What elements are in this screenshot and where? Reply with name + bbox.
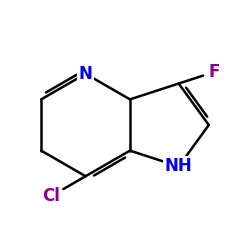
Text: Cl: Cl [42,187,60,205]
Text: N: N [79,65,92,83]
Text: NH: NH [165,158,192,176]
Text: F: F [208,63,220,81]
